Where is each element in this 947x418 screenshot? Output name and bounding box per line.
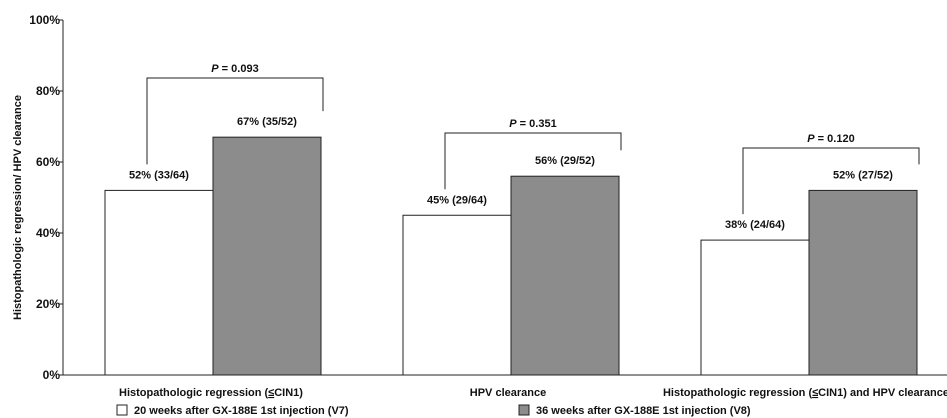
category-label: Histopathologic regression (≤CIN1) [119, 387, 303, 399]
y-tick-label: 0% [43, 368, 61, 382]
data-label: 38% (24/64) [725, 219, 785, 231]
legend-label: 20 weeks after GX-188E 1st injection (V7… [134, 405, 349, 417]
significance-bracket [444, 132, 622, 190]
p-value-label: P = 0.120 [807, 133, 854, 145]
data-label: 52% (33/64) [129, 169, 189, 181]
p-value-label: P = 0.093 [211, 63, 258, 75]
legend-label: 36 weeks after GX-188E 1st injection (V8… [536, 405, 751, 417]
data-label: 56% (29/52) [535, 155, 595, 167]
data-label: 45% (29/64) [427, 194, 487, 206]
y-tick-label: 60% [36, 155, 60, 169]
p-value-label: P = 0.351 [509, 118, 556, 130]
bar [700, 239, 810, 376]
significance-bracket [146, 77, 324, 165]
y-tick-label: 40% [36, 226, 60, 240]
data-label: 67% (35/52) [237, 116, 297, 128]
y-tick-label: 80% [36, 84, 60, 98]
bar [402, 214, 512, 376]
bar [808, 189, 918, 376]
legend-swatch [518, 404, 530, 416]
category-label: Histopathologic regression (≤CIN1) and H… [663, 387, 947, 399]
significance-bracket [742, 147, 920, 215]
category-label: HPV clearance [470, 387, 546, 399]
y-axis-title: Histopathologic regression/ HPV clearanc… [12, 95, 24, 320]
y-tick-label: 20% [36, 297, 60, 311]
bar [212, 136, 322, 376]
y-tick-label: 100% [29, 13, 60, 27]
bar [510, 175, 620, 376]
legend-swatch [116, 404, 128, 416]
data-label: 52% (27/52) [833, 169, 893, 181]
bar [104, 189, 214, 376]
